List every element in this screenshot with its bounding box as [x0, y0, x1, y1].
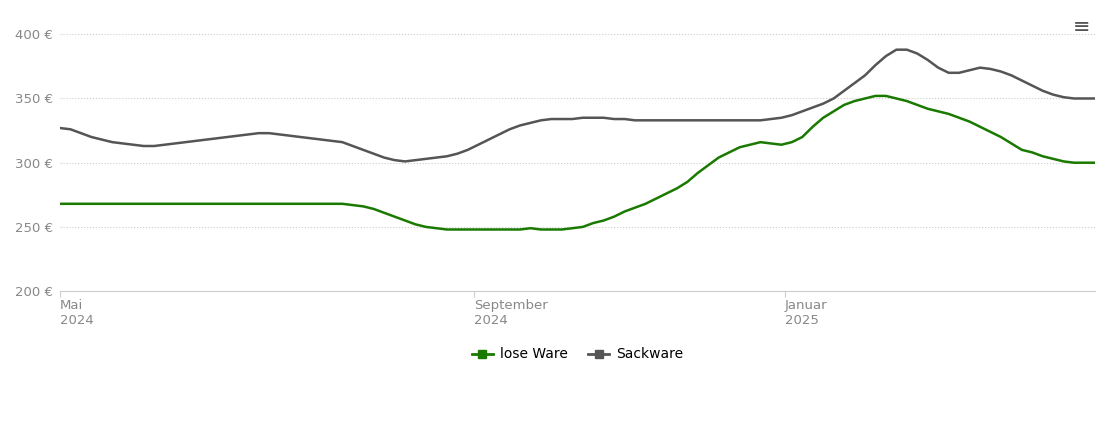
Text: ≡: ≡: [1072, 17, 1090, 37]
Legend: lose Ware, Sackware: lose Ware, Sackware: [466, 342, 689, 367]
